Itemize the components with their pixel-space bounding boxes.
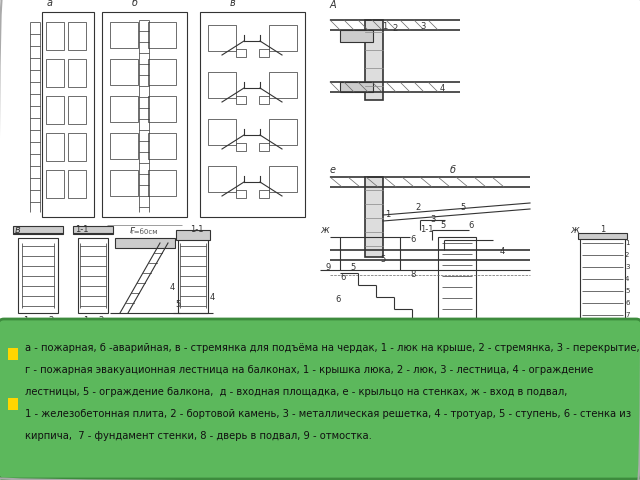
Text: а: а <box>47 0 53 8</box>
Text: А: А <box>330 0 337 10</box>
Bar <box>259 49 269 57</box>
Text: 3: 3 <box>625 264 630 270</box>
Text: г=б0см: г=б0см <box>131 229 157 235</box>
Text: 1: 1 <box>382 22 387 31</box>
Text: 1: 1 <box>83 316 88 325</box>
Bar <box>13 226 63 234</box>
Text: 3: 3 <box>200 318 205 327</box>
Bar <box>8 398 18 410</box>
Bar <box>365 177 383 257</box>
Text: 9: 9 <box>325 263 330 272</box>
Text: 1: 1 <box>625 240 630 246</box>
Bar <box>46 133 64 161</box>
Bar <box>200 12 305 217</box>
Bar <box>178 238 208 313</box>
Text: г - пожарная эвакуационная лестница на балконах, 1 - крышка люка, 2 - люк, 3 - л: г - пожарная эвакуационная лестница на б… <box>25 365 593 375</box>
Bar <box>269 166 297 192</box>
Text: лестницы, 5 - ограждение балкона,  д - входная площадка, е - крыльцо на стенках,: лестницы, 5 - ограждение балкона, д - вх… <box>25 387 568 397</box>
Bar <box>18 238 58 313</box>
Text: кирпича,  7 - фундамент стенки, 8 - дверь в подвал, 9 - отмостка.: кирпича, 7 - фундамент стенки, 8 - дверь… <box>25 431 372 441</box>
Text: 5: 5 <box>625 288 629 294</box>
Bar <box>42 12 94 217</box>
Bar <box>578 233 627 239</box>
Text: 5: 5 <box>380 255 385 264</box>
Bar <box>148 170 176 196</box>
Text: 2: 2 <box>180 318 185 327</box>
Bar <box>68 96 86 124</box>
Bar <box>208 119 236 145</box>
Text: 4: 4 <box>500 247 505 256</box>
Text: 3: 3 <box>420 22 426 31</box>
Text: 1-1: 1-1 <box>420 225 433 234</box>
Bar <box>8 348 18 360</box>
Text: 6: 6 <box>625 300 630 306</box>
Text: 2: 2 <box>415 203 420 212</box>
Text: 7: 7 <box>625 312 630 318</box>
Bar <box>110 133 138 159</box>
Text: 1-1: 1-1 <box>190 225 204 234</box>
Text: 1: 1 <box>385 210 390 219</box>
Text: 6: 6 <box>410 235 415 244</box>
FancyBboxPatch shape <box>0 319 640 479</box>
Bar <box>148 59 176 85</box>
Bar <box>68 133 86 161</box>
Text: 4: 4 <box>170 283 175 292</box>
Bar <box>46 170 64 198</box>
Bar <box>259 143 269 151</box>
Text: б: б <box>450 165 456 175</box>
Text: в: в <box>15 225 20 235</box>
Text: 5: 5 <box>460 203 465 212</box>
Bar <box>110 22 138 48</box>
Bar <box>580 237 625 327</box>
Bar <box>68 59 86 87</box>
Text: 3: 3 <box>155 318 161 327</box>
Text: 3: 3 <box>430 215 435 224</box>
Text: г: г <box>130 225 135 235</box>
Text: 5: 5 <box>173 326 179 335</box>
Text: 6: 6 <box>468 221 474 230</box>
Text: 2: 2 <box>625 252 629 258</box>
Bar <box>148 133 176 159</box>
Text: е: е <box>330 165 336 175</box>
Text: 2: 2 <box>392 24 397 33</box>
Text: 3: 3 <box>73 326 78 335</box>
Bar <box>68 170 86 198</box>
Text: 6: 6 <box>340 273 346 282</box>
Text: 4: 4 <box>625 276 629 282</box>
Bar <box>110 96 138 122</box>
Bar <box>148 96 176 122</box>
Text: б: б <box>132 0 138 8</box>
Bar <box>208 72 236 98</box>
Bar <box>236 190 246 198</box>
Text: 1: 1 <box>120 318 125 327</box>
Bar <box>340 30 373 42</box>
Text: 4: 4 <box>440 84 445 93</box>
Text: 5: 5 <box>440 221 445 230</box>
Text: 4: 4 <box>210 293 215 302</box>
Text: 5: 5 <box>175 300 180 309</box>
Text: 1: 1 <box>23 316 28 325</box>
Bar <box>365 20 383 100</box>
Bar <box>115 238 175 248</box>
Bar <box>259 190 269 198</box>
Text: ж: ж <box>570 225 579 235</box>
Bar <box>46 22 64 50</box>
Bar <box>269 25 297 51</box>
Text: а - пожарная, б -аварийная, в - стремянка для подъёма на чердак, 1 - люк на крыш: а - пожарная, б -аварийная, в - стремянк… <box>25 343 639 353</box>
Bar <box>110 59 138 85</box>
Bar <box>68 22 86 50</box>
Text: 3: 3 <box>13 326 19 335</box>
Bar <box>269 119 297 145</box>
Text: 1-1: 1-1 <box>75 225 88 234</box>
Bar <box>438 237 476 327</box>
Text: ж: ж <box>320 225 329 235</box>
Bar <box>208 166 236 192</box>
Bar <box>73 226 113 234</box>
Bar <box>46 59 64 87</box>
Bar <box>102 12 187 217</box>
Text: в: в <box>230 0 236 8</box>
Bar <box>78 238 108 313</box>
Text: 7: 7 <box>585 330 590 339</box>
Bar <box>208 25 236 51</box>
